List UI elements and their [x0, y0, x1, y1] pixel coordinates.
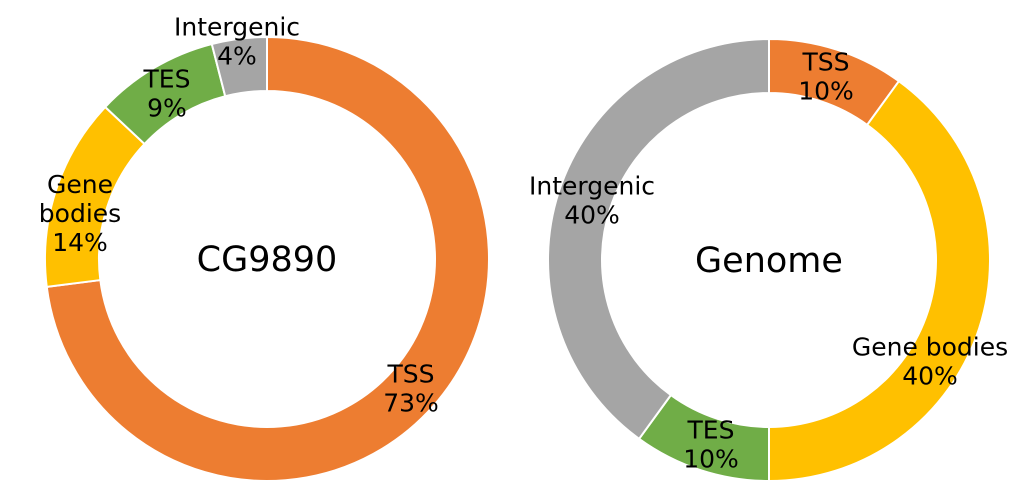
cg9890-tss-data-label: TSS 73%	[383, 360, 439, 418]
cg9890-intergenic-label-line: Intergenic	[174, 13, 300, 42]
genome-tss-data-label: TSS 10%	[798, 48, 854, 106]
cg9890-gene-bodies-label-line: Gene	[47, 170, 113, 199]
genome-tss-label-line: TSS	[801, 48, 849, 77]
cg9890-tes-label-line: TES	[143, 65, 191, 94]
cg9890-tes-label-line: 9%	[147, 94, 187, 123]
genome-intergenic-label-line: 40%	[564, 201, 620, 230]
genome-gene-bodies-data-label: Gene bodies 40%	[852, 333, 1008, 391]
genome-gene-bodies-label-line: 40%	[902, 362, 958, 391]
genome-tss-label-line: 10%	[798, 77, 854, 106]
cg9890-intergenic-data-label: Intergenic 4%	[174, 13, 300, 71]
genome-tes-label-line: TES	[687, 416, 735, 445]
cg9890-gene-bodies-label-line: 14%	[52, 228, 108, 257]
cg9890-donut-chart: TSS 73%Gene bodies 14%TES 9%Intergenic 4%CG98…	[39, 13, 490, 482]
cg9890-gene-bodies-label-line: bodies	[39, 199, 121, 228]
cg9890-tss-label-line: TSS	[386, 360, 434, 389]
genome-gene-bodies-slice	[768, 79, 991, 483]
genome-intergenic-data-label: Intergenic 40%	[529, 172, 655, 230]
cg9890-center-label: CG9890	[197, 240, 338, 280]
genome-center-label: Genome	[695, 241, 843, 281]
cg9890-intergenic-label-line: 4%	[217, 42, 257, 71]
genome-intergenic-label-line: Intergenic	[529, 172, 655, 201]
genome-donut-chart: TSS 10%Gene bodies 40%TES 10%Intergenic 40%G…	[529, 37, 1008, 483]
genome-intergenic-slice	[547, 37, 770, 441]
cg9890-tss-slice	[45, 35, 490, 482]
cg9890-tss-label-line: 73%	[383, 389, 439, 418]
genome-tes-data-label: TES 10%	[683, 416, 739, 474]
cg9890-tes-data-label: TES 9%	[143, 65, 191, 123]
genome-tes-label-line: 10%	[683, 445, 739, 474]
genome-gene-bodies-label-line: Gene bodies	[852, 333, 1008, 362]
cg9890-gene-bodies-data-label: Gene bodies 14%	[39, 170, 121, 257]
cg9890-intergenic-slice	[210, 35, 268, 98]
